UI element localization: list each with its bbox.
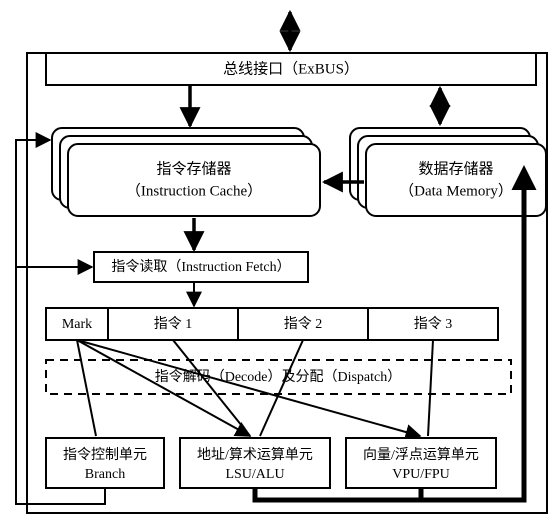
icache-line2: （Instruction Cache） bbox=[126, 182, 262, 199]
slot-row: Mark 指令 1 指令 2 指令 3 bbox=[46, 308, 498, 340]
vpu-l2: VPU/FPU bbox=[392, 467, 450, 482]
icache-line1: 指令存储器 bbox=[156, 160, 231, 177]
dmem-line2: （Data Memory） bbox=[399, 182, 513, 199]
icache-box bbox=[68, 144, 320, 216]
lsu-l1: 地址/算术运算单元 bbox=[197, 447, 313, 463]
slot-i1: 指令 1 bbox=[154, 316, 193, 332]
lsu-l2: LSU/ALU bbox=[225, 467, 284, 482]
ifetch-label: 指令读取（Instruction Fetch） bbox=[111, 258, 290, 275]
branch-l1: 指令控制单元 bbox=[63, 447, 147, 463]
slot-i3: 指令 3 bbox=[414, 316, 453, 332]
bus-label: 总线接口（ExBUS） bbox=[223, 60, 359, 77]
branch-l2: Branch bbox=[85, 467, 125, 482]
dmem-line1: 数据存储器 bbox=[418, 160, 493, 177]
vpu-l1: 向量/浮点运算单元 bbox=[363, 447, 479, 463]
slot-i2: 指令 2 bbox=[284, 316, 323, 332]
slot-mark: Mark bbox=[62, 317, 92, 332]
dmem-box bbox=[366, 144, 546, 216]
